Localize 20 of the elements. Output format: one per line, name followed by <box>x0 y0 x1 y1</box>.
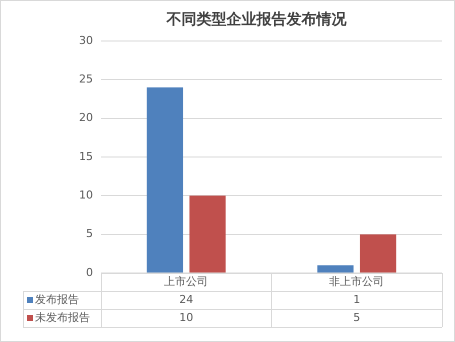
x-tick-label: 非上市公司 <box>329 274 384 288</box>
chart-title: 不同类型企业报告发布情况 <box>166 10 348 28</box>
bar <box>146 87 184 272</box>
y-tick-label: 15 <box>78 150 93 163</box>
x-tick-label: 上市公司 <box>164 274 208 288</box>
data-label: 24 <box>179 292 194 306</box>
bar <box>317 265 354 272</box>
y-tick-label: 30 <box>78 34 93 47</box>
data-label: 10 <box>179 310 194 324</box>
data-label: 1 <box>353 292 360 306</box>
y-tick-label: 5 <box>86 227 93 240</box>
legend-label: 未发布报告 <box>35 310 90 324</box>
y-tick-label: 25 <box>78 72 93 86</box>
bar <box>189 196 226 272</box>
legend-label: 发布报告 <box>35 292 79 306</box>
bar <box>360 234 396 272</box>
y-tick-label: 0 <box>86 266 93 279</box>
y-tick-label: 20 <box>78 111 93 124</box>
data-label: 5 <box>353 310 360 324</box>
y-tick-label: 10 <box>78 188 93 202</box>
